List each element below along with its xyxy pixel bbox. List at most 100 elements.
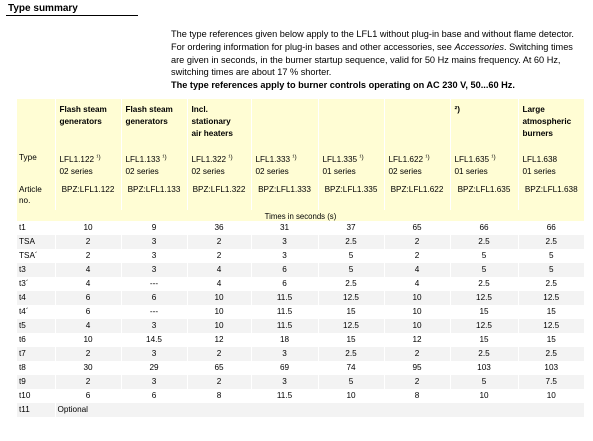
timing-label: t11 [17,403,55,417]
column-header [250,99,318,147]
column-header-line: air heaters [191,129,233,138]
timing-value: 4 [383,263,450,277]
timing-label: t7 [17,347,55,361]
timing-value: 6 [54,305,121,319]
timing-value: 5 [317,375,384,389]
timing-value: 2 [54,249,121,263]
timing-row: t7 2 3 2 3 2.5 2 2.5 2.5 [17,347,584,361]
timing-value: 37 [317,221,384,235]
timing-row: t3 4 3 4 6 5 4 5 5 [17,263,584,277]
timing-value: 36 [186,221,251,235]
title-underline [6,15,138,16]
footnote-marker: ¹) [96,154,101,161]
timing-value: 2.5 [317,277,384,291]
timing-value: 3 [120,347,187,361]
article-number: BPZ:LFL1.622 [383,178,450,210]
timing-label: t6 [17,333,55,347]
timing-value: 3 [120,235,187,249]
timing-value: 65 [186,361,251,375]
section-title: Type summary [8,3,78,14]
article-number: BPZ:LFL1.133 [120,178,187,210]
timing-value: 2 [383,375,450,389]
timing-row: t3´ 4 --- 4 6 2.5 4 2.5 2.5 [17,277,584,291]
timing-value: 6 [120,291,187,305]
timing-value: 7.5 [517,375,584,389]
timing-value: 2.5 [449,277,518,291]
timing-value: 11.5 [250,389,318,403]
type-name-line: LFL1.622 ¹) [389,152,450,166]
type-name-line: LFL1.638 [523,152,585,166]
timing-value: 12.5 [449,319,518,333]
timing-value: 10 [186,319,251,333]
timing-value: 2 [383,235,450,249]
type-name-line: LFL1.335 ¹) [323,152,384,166]
timing-value: 69 [250,361,318,375]
timing-value: 11.5 [250,319,318,333]
series-label: 01 series [454,167,488,176]
timing-value: 3 [250,375,318,389]
timing-value: 5 [517,263,584,277]
type-name-line: LFL1.322 ¹) [192,152,251,166]
timing-value: 65 [383,221,450,235]
timing-value: 12.5 [517,291,584,305]
timing-value: 8 [186,389,251,403]
timing-value: 10 [54,221,121,235]
type-cell: LFL1.622 ¹) 02 series [383,147,450,178]
timing-value: 4 [383,277,450,291]
timing-label: t8 [17,361,55,375]
timing-label: t9 [17,375,55,389]
timing-value: 3 [120,319,187,333]
article-label-line-1: Article [19,185,42,194]
timing-row: t11 Optional [17,403,584,417]
timing-value: 10 [383,319,450,333]
timing-label: t1 [17,221,55,235]
timing-value: --- [120,305,187,319]
timing-value: 5 [317,263,384,277]
timing-row: t10 6 6 8 11.5 10 8 10 10 [17,389,584,403]
header-row: Flash steam generators Flash steam generato… [17,99,584,147]
timing-value: 15 [317,333,384,347]
timing-value: 6 [54,389,121,403]
timing-value: 31 [250,221,318,235]
timing-label: t4 [17,291,55,305]
footnote-marker: ¹) [425,154,430,161]
timing-label: t4´ [17,305,55,319]
timing-value: 15 [517,305,584,319]
timing-value: 11.5 [250,305,318,319]
timing-value: 10 [186,291,251,305]
intro-text: The type references given below apply to… [171,28,587,92]
timing-label: t3´ [17,277,55,291]
timing-value: 95 [383,361,450,375]
timing-label: TSA´ [17,249,55,263]
timing-value: 2 [383,249,450,263]
column-header-line: ²) [454,105,460,114]
type-row: Type LFL1.122 ¹) 02 series LFL1.133 ¹) 02 s… [17,147,584,178]
timing-value: 66 [449,221,518,235]
timing-value: 29 [120,361,187,375]
timing-row: t4´ 6 --- 10 11.5 15 10 15 15 [17,305,584,319]
timing-row: t6 10 14.5 12 18 15 12 15 15 [17,333,584,347]
timing-value: 4 [186,277,251,291]
timing-value: 3 [250,235,318,249]
timing-value: 66 [517,221,584,235]
timing-value: 2 [186,249,251,263]
type-cell: LFL1.638 01 series [517,147,585,178]
column-header [317,99,384,147]
type-name: LFL1.322 [191,155,227,164]
type-name: LFL1.635 [454,155,490,164]
timing-value: 2.5 [317,347,384,361]
footnote-marker: ¹) [292,154,297,161]
timing-value: 2 [383,347,450,361]
type-cell: LFL1.122 ¹) 02 series [54,147,121,178]
column-header: Incl. stationary air heaters [186,99,251,147]
footnote-marker: ¹) [491,154,496,161]
timing-value: 5 [449,263,518,277]
timing-value: 15 [317,305,384,319]
column-header: ²) [449,99,518,147]
series-label: 02 series [388,167,422,176]
timing-row: t4 6 6 10 11.5 12.5 10 12.5 12.5 [17,291,584,305]
timing-value: 18 [250,333,318,347]
timing-value: 12.5 [517,319,584,333]
timing-value: 4 [54,263,121,277]
type-cell: LFL1.335 ¹) 01 series [317,147,384,178]
